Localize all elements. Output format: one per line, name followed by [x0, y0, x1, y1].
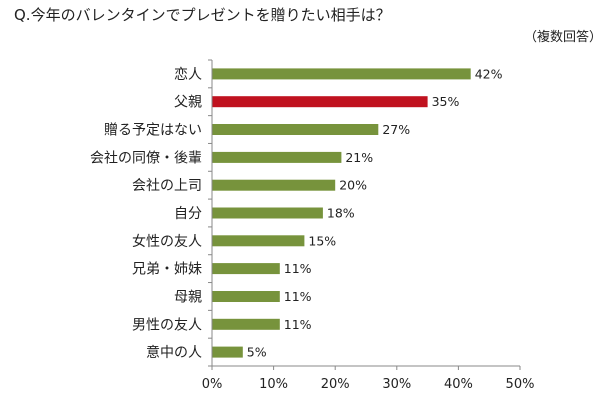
x-tick-label: 10%: [259, 377, 288, 392]
category-label: 贈る予定はない: [104, 123, 202, 139]
category-label: 自分: [174, 206, 202, 222]
data-label: 5%: [247, 345, 267, 360]
data-label: 18%: [327, 206, 355, 221]
data-label: 15%: [308, 233, 336, 248]
bar: [212, 96, 428, 108]
bar: [212, 207, 323, 219]
data-label: 42%: [475, 66, 503, 81]
bar: [212, 68, 471, 80]
data-label: 11%: [284, 317, 312, 332]
bar: [212, 291, 280, 302]
labels-layer: 恋人 42% 父親 35% 贈る予定はない 27% 会社の同僚・後輩 21% 会社の上司 20% 自…: [90, 66, 534, 392]
bar: [212, 235, 305, 247]
data-label: 11%: [284, 289, 312, 304]
data-label: 27%: [382, 122, 410, 137]
bar: [212, 124, 379, 135]
bar: [212, 346, 243, 358]
bar: [212, 263, 280, 275]
x-tick-label: 30%: [382, 377, 411, 392]
bar: [212, 179, 336, 191]
x-tick-label: 0%: [202, 377, 223, 392]
category-label: 母親: [174, 289, 202, 305]
data-label: 21%: [345, 150, 373, 165]
x-tick-label: 50%: [506, 377, 535, 392]
category-label: 恋人: [174, 66, 202, 83]
axes: [208, 59, 521, 370]
x-tick-label: 40%: [444, 377, 473, 392]
data-label: 35%: [432, 94, 460, 109]
bars-layer: [212, 68, 471, 358]
category-label: 意中の人: [146, 344, 202, 361]
chart-subtitle: （複数回答）: [523, 30, 602, 45]
bar: [212, 318, 280, 330]
data-label: 11%: [284, 261, 312, 276]
category-label: 兄弟・姉妹: [132, 262, 202, 278]
bar: [212, 151, 342, 163]
x-tick-label: 20%: [321, 377, 350, 392]
category-label: 会社の同僚・後輩: [90, 150, 202, 166]
category-label: 会社の上司: [132, 178, 202, 194]
category-label: 男性の友人: [132, 317, 202, 333]
data-label: 20%: [339, 178, 367, 193]
category-label: 女性の友人: [132, 233, 202, 250]
category-label: 父親: [174, 95, 202, 111]
chart-title: Q.今年のバレンタインでプレゼントを贈りたい相手は？: [14, 6, 391, 24]
